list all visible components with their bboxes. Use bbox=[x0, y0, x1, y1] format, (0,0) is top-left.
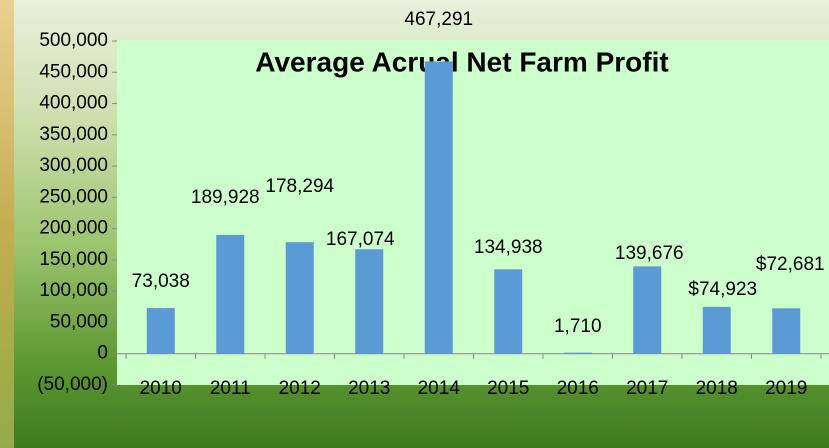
y-tick-label: 50,000 bbox=[50, 311, 108, 332]
x-tick-label: 2012 bbox=[279, 378, 321, 399]
bar bbox=[494, 269, 523, 354]
y-tick-label: 0 bbox=[97, 343, 108, 364]
y-tick-label: 150,000 bbox=[39, 249, 108, 270]
bar bbox=[633, 266, 662, 354]
bar bbox=[563, 352, 592, 354]
x-tick-label: 2014 bbox=[418, 378, 461, 399]
data-label: 178,294 bbox=[265, 176, 334, 197]
x-tick-label: 2013 bbox=[348, 378, 390, 399]
x-tick-label: 2019 bbox=[765, 378, 807, 399]
bar bbox=[285, 242, 314, 354]
data-label: $74,923 bbox=[688, 279, 757, 300]
x-tick-label: 2017 bbox=[626, 378, 668, 399]
x-tick-label: 2018 bbox=[696, 378, 738, 399]
data-label: 189,928 bbox=[191, 187, 260, 208]
data-label: $72,681 bbox=[756, 254, 825, 275]
y-tick-label: 350,000 bbox=[39, 124, 108, 145]
data-label: 134,938 bbox=[474, 237, 543, 258]
y-tick-label: 200,000 bbox=[39, 218, 108, 239]
data-label: 73,038 bbox=[132, 271, 190, 292]
y-tick-label: 300,000 bbox=[39, 155, 108, 176]
chart-title: Average Acrual Net Farm Profit bbox=[255, 46, 668, 77]
y-tick-label: (50,000) bbox=[37, 374, 108, 395]
bar bbox=[772, 308, 801, 354]
y-tick-label: 450,000 bbox=[39, 61, 108, 82]
x-tick-label: 2015 bbox=[487, 378, 529, 399]
bar bbox=[146, 308, 175, 354]
bar bbox=[355, 249, 384, 354]
data-label: 139,676 bbox=[615, 243, 684, 264]
bar bbox=[424, 61, 453, 354]
y-tick-label: 100,000 bbox=[39, 280, 108, 301]
x-tick-label: 2016 bbox=[557, 378, 599, 399]
y-tick-label: 400,000 bbox=[39, 93, 108, 114]
data-label: 467,291 bbox=[404, 9, 473, 30]
data-label: 167,074 bbox=[326, 229, 395, 250]
y-tick-label: 500,000 bbox=[39, 30, 108, 51]
bar bbox=[702, 306, 731, 354]
y-tick-label: 250,000 bbox=[39, 186, 108, 207]
x-tick-label: 2010 bbox=[140, 378, 182, 399]
x-tick-label: 2011 bbox=[210, 378, 251, 399]
bar bbox=[216, 234, 245, 354]
data-label: 1,710 bbox=[554, 316, 602, 337]
